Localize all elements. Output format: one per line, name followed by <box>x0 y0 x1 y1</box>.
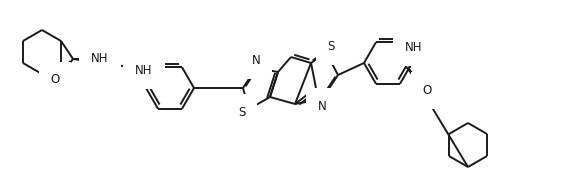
Text: S: S <box>238 105 246 119</box>
Text: NH: NH <box>91 52 109 66</box>
Text: N: N <box>318 99 327 113</box>
Text: O: O <box>50 74 59 87</box>
Text: O: O <box>422 84 432 97</box>
Text: NH: NH <box>405 41 423 54</box>
Text: NH: NH <box>135 64 153 77</box>
Text: S: S <box>327 41 335 53</box>
Text: N: N <box>252 54 260 67</box>
